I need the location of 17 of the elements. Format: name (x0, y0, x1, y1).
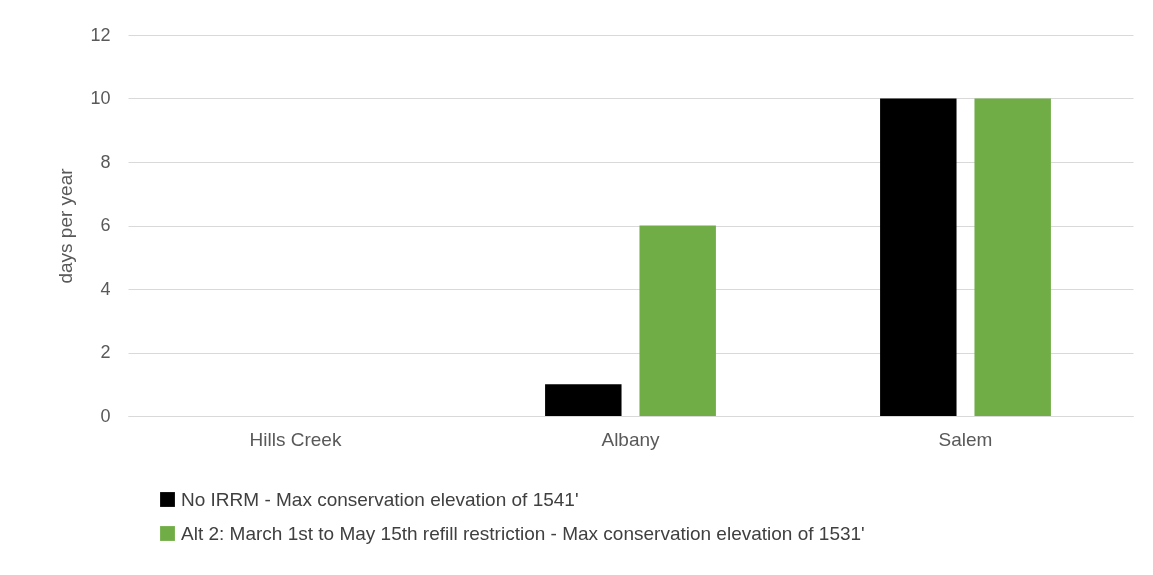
legend-label: No IRRM - Max conservation elevation of 1541' (181, 488, 579, 510)
y-tick-label: 0 (100, 405, 111, 426)
x-tick-label: Salem (938, 428, 993, 450)
y-tick-label: 8 (100, 151, 111, 172)
bar (545, 384, 622, 416)
bar (639, 225, 716, 416)
y-tick-label: 10 (90, 88, 111, 108)
bar (974, 98, 1051, 416)
x-tick-label: Hills Creek (249, 428, 342, 450)
y-tick-label: 12 (90, 24, 111, 45)
x-tick-label: Albany (601, 428, 661, 450)
y-tick-label: 2 (100, 342, 111, 362)
bar (880, 98, 957, 416)
legend-label: Alt 2: March 1st to May 15th refill restriction - Max conservation elevation of 1531' (181, 522, 865, 544)
y-tick-label: 6 (100, 215, 111, 235)
y-tick-label: 4 (100, 278, 111, 299)
y-axis-title: days per year (55, 167, 77, 284)
